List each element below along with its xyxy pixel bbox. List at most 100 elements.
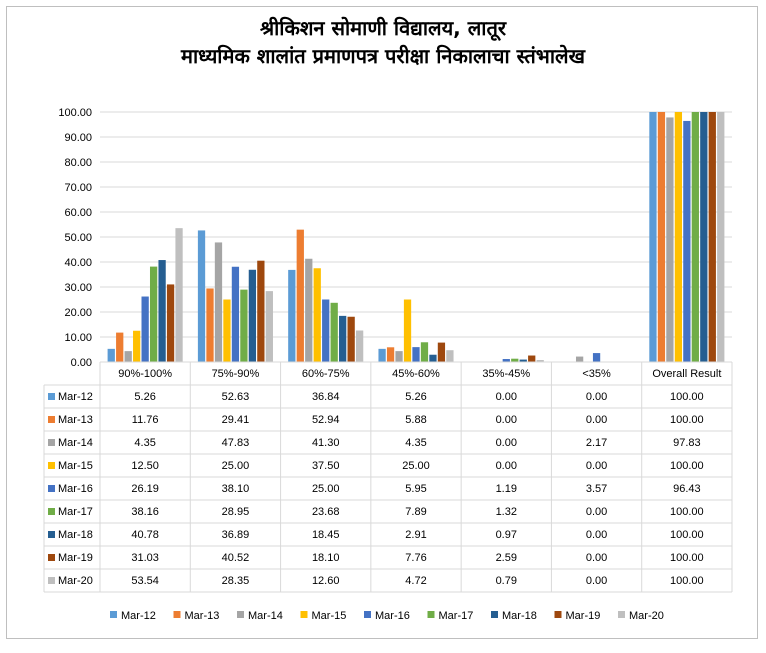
bar xyxy=(708,112,716,362)
data-table-value: 26.19 xyxy=(131,483,159,495)
data-table-value: 29.41 xyxy=(222,414,250,426)
legend-swatch xyxy=(237,611,244,618)
data-table-value: 100.00 xyxy=(670,460,704,472)
bar xyxy=(420,342,429,362)
series-name: Mar-19 xyxy=(58,552,93,564)
bar xyxy=(683,120,691,362)
legend-label: Mar-19 xyxy=(566,610,601,622)
x-category-label: 45%-60% xyxy=(392,368,440,380)
data-table-value: 0.00 xyxy=(586,506,607,518)
data-table-value: 5.88 xyxy=(405,414,426,426)
legend-label: Mar-12 xyxy=(121,610,156,622)
bar xyxy=(141,296,149,362)
data-table-value: 28.35 xyxy=(222,575,250,587)
data-table-value: 4.35 xyxy=(405,437,426,449)
legend-label: Mar-20 xyxy=(629,610,664,622)
bar xyxy=(511,358,519,362)
data-table-value: 38.10 xyxy=(222,483,250,495)
data-table-value: 7.89 xyxy=(405,506,426,518)
legend-swatch xyxy=(173,611,181,618)
data-table-value: 0.97 xyxy=(496,529,517,541)
series-key xyxy=(48,577,55,584)
data-table-value: 0.00 xyxy=(496,391,517,403)
y-tick-label: 50.00 xyxy=(64,232,92,244)
y-tick-label: 90.00 xyxy=(64,132,92,144)
legend-swatch xyxy=(554,611,562,618)
data-table-value: 38.16 xyxy=(131,506,159,518)
data-table-value: 2.17 xyxy=(586,437,607,449)
series-key xyxy=(48,416,55,423)
bar xyxy=(158,260,166,362)
data-table-value: 5.95 xyxy=(405,483,426,495)
data-table-value: 36.84 xyxy=(312,391,340,403)
data-table-value: 4.35 xyxy=(134,437,155,449)
bar xyxy=(355,330,364,362)
legend-label: Mar-17 xyxy=(439,610,474,622)
legend-label: Mar-15 xyxy=(312,610,347,622)
bar xyxy=(149,266,158,362)
data-table-value: 28.95 xyxy=(222,506,250,518)
data-table-value: 2.91 xyxy=(405,529,426,541)
bar xyxy=(330,302,338,362)
data-table-value: 53.54 xyxy=(131,575,159,587)
bar xyxy=(592,353,601,362)
data-table-value: 11.76 xyxy=(132,414,159,426)
data-table-value: 100.00 xyxy=(670,529,704,541)
chart-title: श्रीकिशन सोमाणी विद्यालय, लातूर xyxy=(259,16,507,40)
series-key xyxy=(48,554,55,561)
bar xyxy=(313,268,321,362)
data-table-value: 0.00 xyxy=(586,575,607,587)
y-tick-label: 100.00 xyxy=(58,107,92,119)
series-name: Mar-12 xyxy=(58,391,93,403)
y-tick-label: 10.00 xyxy=(64,332,92,344)
bar xyxy=(674,112,683,362)
data-table-value: 52.63 xyxy=(222,391,250,403)
data-table-value: 7.76 xyxy=(405,552,426,564)
bar xyxy=(107,348,115,362)
bar xyxy=(386,347,395,362)
series-key xyxy=(48,393,55,400)
bar xyxy=(288,269,296,362)
bar xyxy=(446,350,454,362)
data-table-value: 31.03 xyxy=(131,552,159,564)
y-tick-label: 20.00 xyxy=(64,307,92,319)
y-tick-label: 0.00 xyxy=(71,357,92,369)
bar xyxy=(657,112,666,362)
chart-subtitle: माध्यमिक शालांत प्रमाणपत्र परीक्षा निकाल… xyxy=(181,44,585,68)
data-table-value: 18.45 xyxy=(312,529,340,541)
data-table-value: 3.57 xyxy=(586,483,607,495)
data-table-value: 25.00 xyxy=(222,460,250,472)
x-category-label: 60%-75% xyxy=(302,368,350,380)
data-table-value: 0.00 xyxy=(496,414,517,426)
data-table-value: 1.19 xyxy=(496,483,517,495)
data-table-value: 12.60 xyxy=(312,575,340,587)
y-tick-label: 70.00 xyxy=(64,182,92,194)
data-table-value: 100.00 xyxy=(670,506,704,518)
legend-label: Mar-18 xyxy=(502,610,537,622)
bar xyxy=(339,315,347,362)
series-name: Mar-20 xyxy=(58,575,93,587)
bar xyxy=(240,289,248,362)
x-category-label: 90%-100% xyxy=(118,368,172,380)
series-name: Mar-15 xyxy=(58,460,93,472)
bar xyxy=(248,269,257,362)
bar xyxy=(231,266,240,362)
bar xyxy=(223,299,231,362)
data-table-value: 40.78 xyxy=(131,529,159,541)
bar xyxy=(206,288,214,362)
data-table-value: 25.00 xyxy=(402,460,430,472)
x-category-label: Overall Result xyxy=(652,368,721,380)
data-table-value: 5.26 xyxy=(134,391,155,403)
bar xyxy=(124,351,132,362)
y-tick-label: 80.00 xyxy=(64,157,92,169)
data-table-value: 41.30 xyxy=(312,437,340,449)
data-table-value: 23.68 xyxy=(312,506,340,518)
y-tick-label: 40.00 xyxy=(64,257,92,269)
data-table-value: 12.50 xyxy=(131,460,159,472)
data-table-value: 0.00 xyxy=(496,437,517,449)
bar xyxy=(575,356,584,362)
data-table-value: 4.72 xyxy=(405,575,426,587)
data-table-value: 25.00 xyxy=(312,483,340,495)
series-key xyxy=(48,462,55,469)
data-table-value: 0.00 xyxy=(586,552,607,564)
